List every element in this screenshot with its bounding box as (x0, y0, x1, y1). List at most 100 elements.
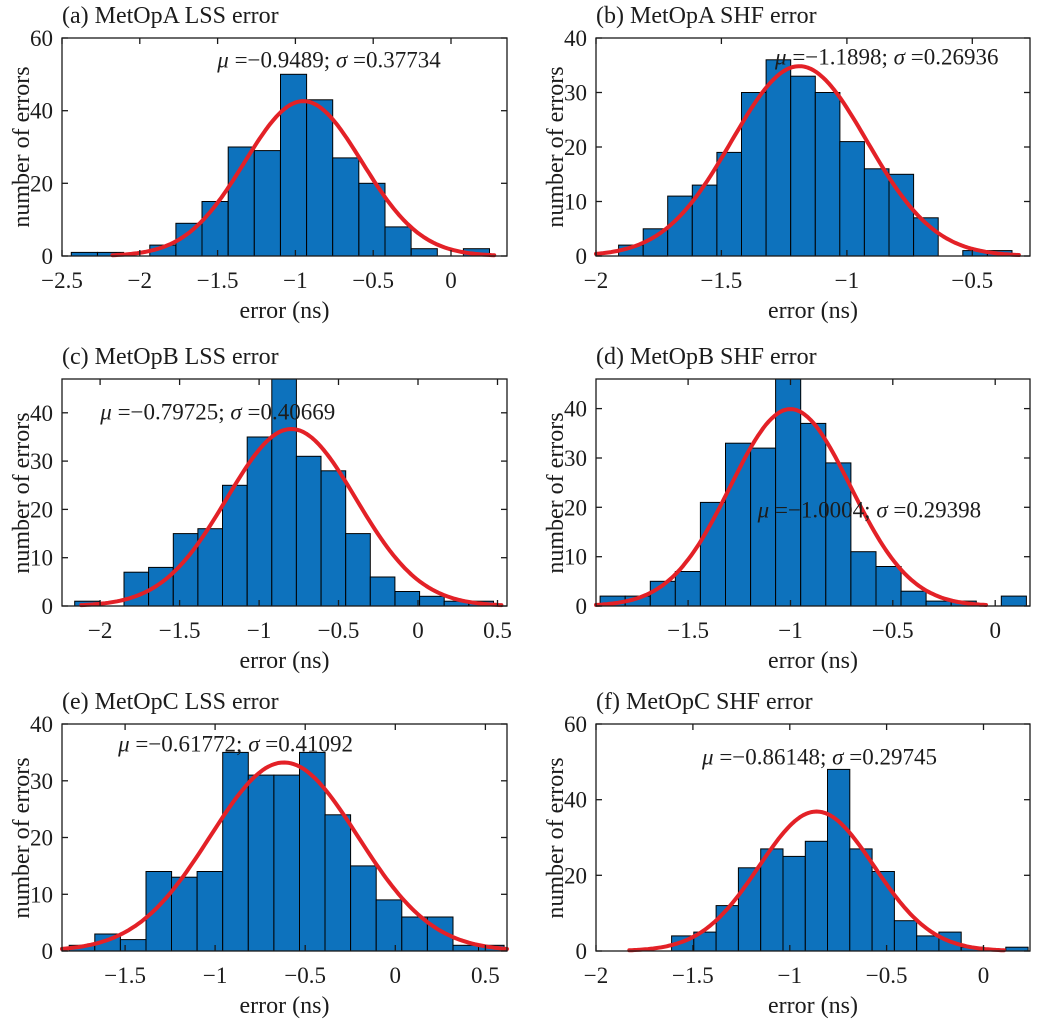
y-tick-label: 30 (564, 446, 587, 471)
x-tick-label: −0.5 (866, 963, 908, 988)
panel-c-title: (c) MetOpB LSS error (62, 344, 279, 370)
x-tick-label: −0.5 (284, 963, 326, 988)
panel-f-ylabel: number of errors (543, 756, 569, 919)
axes-box-c (61, 378, 508, 607)
y-tick-label: 10 (30, 546, 53, 571)
x-tick-label: −1.5 (159, 618, 201, 643)
gaussian-fit-curve-b (594, 64, 1021, 257)
x-tick-label: −1.5 (197, 268, 239, 293)
y-tick-label: 30 (30, 449, 53, 474)
y-tick-label: 40 (564, 397, 587, 422)
y-tick-label: 40 (564, 26, 587, 51)
y-tick-label: 0 (576, 244, 588, 269)
y-tick-label: 10 (564, 545, 587, 570)
panel-c-xlabel: error (ns) (239, 648, 330, 674)
x-tick-label: −1.5 (701, 268, 743, 293)
y-tick-label: 30 (564, 81, 587, 106)
y-tick-label: 20 (30, 826, 53, 851)
x-tick-label: −1.5 (104, 963, 146, 988)
x-tick-label: −0.5 (318, 618, 360, 643)
panel-c-ylabel: number of errors (9, 411, 35, 574)
x-tick-label: −2 (128, 268, 152, 293)
tick-marks-e (62, 723, 507, 952)
histogram-bars-d (599, 378, 1027, 607)
y-tick-label: 40 (30, 99, 53, 124)
tick-marks-a (61, 37, 507, 257)
x-tick-label: −2 (584, 963, 608, 988)
tick-labels-e: −1.5 −1 −0.5 0 0.5 0 10 20 30 40 (30, 712, 500, 988)
gaussian-fit-curve-d (594, 407, 988, 607)
x-tick-label: −1 (203, 963, 227, 988)
y-tick-label: 20 (564, 495, 587, 520)
x-tick-label: −1 (778, 618, 802, 643)
panel-e-xlabel: error (ns) (239, 993, 330, 1019)
panel-f-xlabel: error (ns) (768, 993, 858, 1019)
tick-labels-c: −2 −1.5 −1 −0.5 0 0.5 0 10 20 30 40 (30, 401, 512, 643)
panel-d-xlabel: error (ns) (768, 648, 858, 674)
y-tick-label: 0 (576, 594, 588, 619)
x-tick-label: −1.5 (672, 963, 714, 988)
histogram-bars-b (618, 59, 1013, 257)
panel-b-stats: μ =−1.1898; σ =0.26936 (775, 44, 999, 70)
x-tick-label: −1 (247, 618, 271, 643)
x-tick-label: 0.5 (471, 963, 500, 988)
x-tick-label: −1 (283, 268, 307, 293)
histogram-bars-a (70, 73, 490, 257)
x-tick-label: 0 (978, 963, 990, 988)
x-tick-label: −0.5 (872, 618, 914, 643)
x-tick-label: 0 (445, 268, 457, 293)
tick-marks-d (596, 379, 1030, 607)
x-tick-label: −0.5 (352, 268, 394, 293)
y-tick-label: 0 (42, 244, 54, 269)
panel-a-xlabel: error (ns) (239, 298, 330, 324)
panel-c-stats: μ =−0.79725; σ =0.40669 (100, 399, 336, 425)
panel-b-xlabel: error (ns) (768, 298, 858, 324)
panel-a-ylabel: number of errors (9, 66, 35, 228)
x-tick-label: −2 (88, 618, 112, 643)
histogram-bars-e (68, 751, 505, 952)
x-tick-label: −2 (584, 268, 608, 293)
panel-e-title: (e) MetOpC LSS error (62, 689, 279, 715)
panel-b-title: (b) MetOpA SHF error (596, 3, 817, 29)
tick-labels-d: −1.5 −1 −0.5 0 0 10 20 30 40 (564, 397, 1001, 643)
panel-b-ylabel: number of errors (543, 66, 569, 228)
panel-e-stats: μ =−0.61772; σ =0.41092 (118, 731, 354, 757)
y-tick-label: 40 (564, 788, 587, 813)
y-tick-label: 10 (564, 190, 587, 215)
y-tick-label: 0 (42, 594, 54, 619)
axes-box-d (595, 378, 1031, 607)
y-tick-label: 40 (30, 712, 53, 737)
x-tick-label: 0 (412, 618, 424, 643)
gaussian-fit-curve-a (110, 99, 497, 258)
y-tick-label: 10 (30, 882, 53, 907)
y-tick-label: 60 (30, 26, 53, 51)
axes-box-f (595, 723, 1031, 952)
panel-f-stats: μ =−0.86148; σ =0.29745 (702, 744, 937, 770)
y-tick-label: 20 (30, 171, 53, 196)
gaussian-fit-curve-f (627, 809, 1006, 953)
x-tick-label: −1 (835, 268, 859, 293)
x-tick-label: −0.5 (951, 268, 993, 293)
panel-f-title: (f) MetOpC SHF error (596, 689, 813, 715)
panel-d-ylabel: number of errors (543, 411, 569, 574)
tick-labels-f: −2 −1.5 −1 −0.5 0 0 20 40 60 (564, 712, 989, 988)
x-tick-label: 0 (390, 963, 402, 988)
y-tick-label: 20 (564, 863, 587, 888)
x-tick-label: 0.5 (483, 618, 512, 643)
y-tick-label: 20 (564, 135, 587, 160)
y-tick-label: 40 (30, 401, 53, 426)
panel-d-stats: μ =−1.0004; σ =0.29398 (757, 497, 982, 523)
gaussian-fit-curve-c (79, 427, 504, 608)
y-tick-label: 20 (30, 497, 53, 522)
tick-labels-a: −2.5 −2 −1.5 −1 −0.5 0 0 20 40 60 (30, 26, 457, 293)
y-tick-label: 0 (42, 939, 54, 964)
x-tick-label: 0 (989, 618, 1001, 643)
y-tick-label: 0 (576, 939, 588, 964)
axes-box-a (61, 37, 508, 257)
panel-a-stats: μ =−0.9489; σ =0.37734 (217, 47, 441, 73)
panel-a-title: (a) MetOpA LSS error (62, 3, 279, 29)
tick-marks-b (595, 37, 1030, 257)
y-tick-label: 60 (564, 712, 587, 737)
